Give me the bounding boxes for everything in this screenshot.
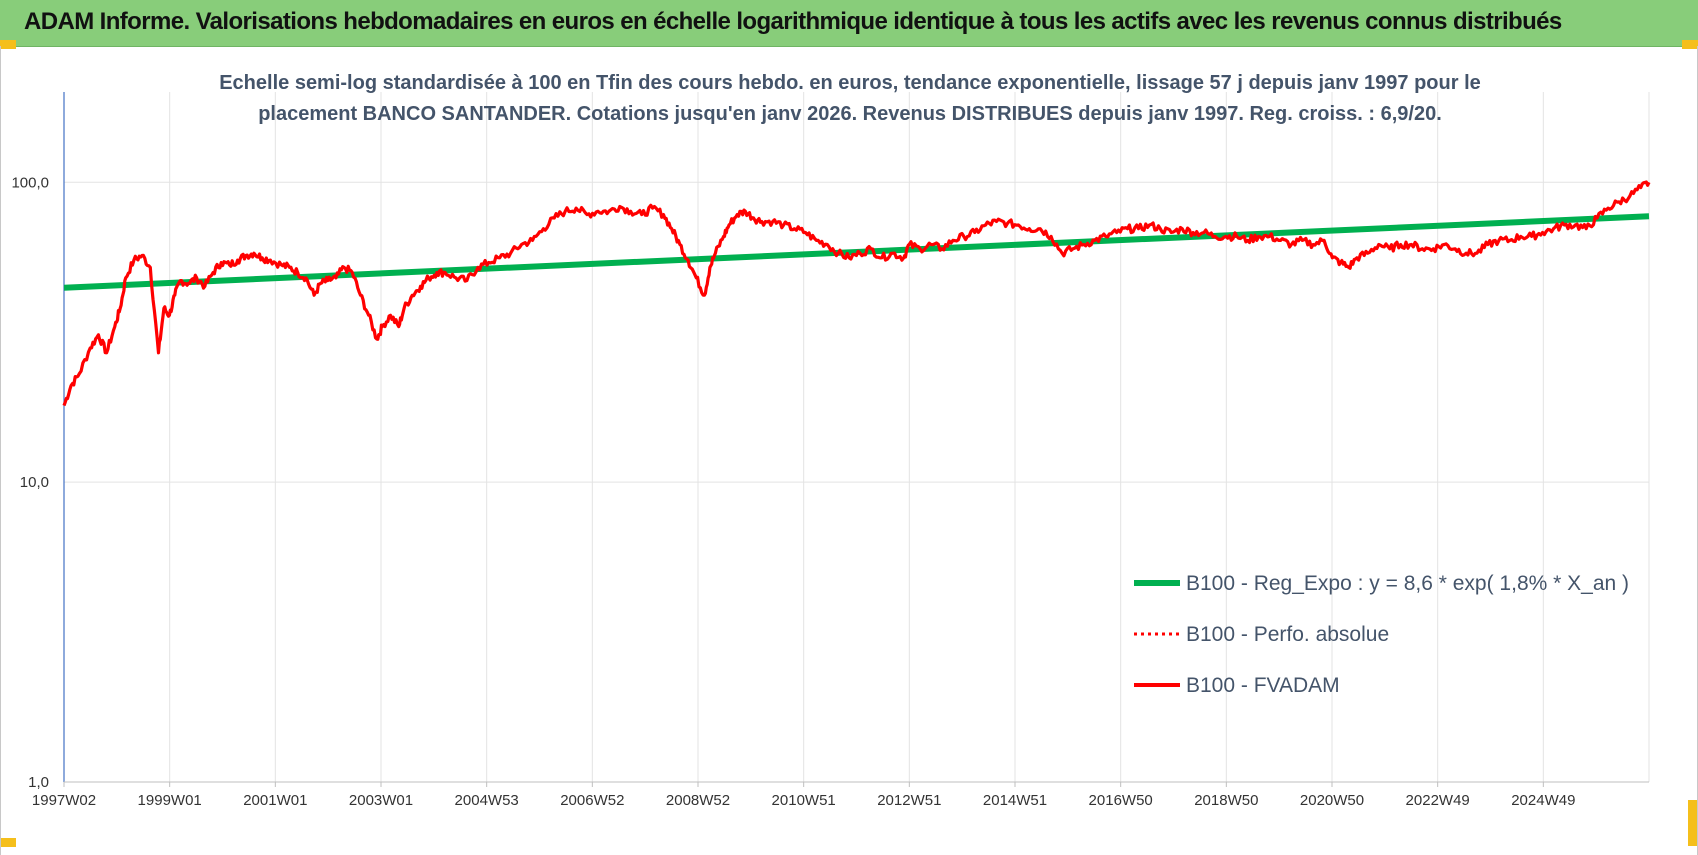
chart-area: Echelle semi-log standardisée à 100 en T… xyxy=(0,46,1698,855)
corner-mark-bottom-left xyxy=(0,838,16,847)
x-tick-label: 2001W01 xyxy=(243,792,307,809)
y-tick-label: 1,0 xyxy=(28,774,49,791)
chart-subtitle-line-2: placement BANCO SANTANDER. Cotations jus… xyxy=(258,103,1442,125)
x-tick-label: 2024W49 xyxy=(1511,792,1575,809)
page-title: ADAM Informe. Valorisations hebdomadaire… xyxy=(24,8,1562,35)
series-line-fvadam xyxy=(62,180,1651,407)
x-tick-label: 2003W01 xyxy=(349,792,413,809)
y-tick-labels: 1,0 10,0 100,0 xyxy=(11,174,49,791)
x-tick-label: 2016W50 xyxy=(1089,792,1153,809)
x-tick-label: 2006W52 xyxy=(560,792,624,809)
x-tick-label: 2008W52 xyxy=(666,792,730,809)
x-tick-label: 2004W53 xyxy=(455,792,519,809)
x-tick-labels: 1997W02 1999W01 2001W01 2003W01 2004W53 2006W… xyxy=(32,792,1576,809)
x-tick-label: 2020W50 xyxy=(1300,792,1364,809)
x-tick-label: 2012W51 xyxy=(877,792,941,809)
y-tick-label: 100,0 xyxy=(11,174,49,191)
x-tick-label: 2014W51 xyxy=(983,792,1047,809)
y-tick-label: 10,0 xyxy=(20,474,49,491)
chart-svg: Echelle semi-log standardisée à 100 en T… xyxy=(11,72,1651,809)
x-tick-label: 1997W02 xyxy=(32,792,96,809)
x-tick-label: 1999W01 xyxy=(138,792,202,809)
x-tick-label: 2010W51 xyxy=(772,792,836,809)
x-tick-label: 2018W50 xyxy=(1194,792,1258,809)
legend: B100 - Reg_Expo : y = 8,6 * exp( 1,8% * … xyxy=(1134,572,1629,697)
chart-subtitle-line-1: Echelle semi-log standardisée à 100 en T… xyxy=(219,72,1481,94)
corner-mark-bottom-right xyxy=(1688,800,1698,846)
series-lines xyxy=(62,180,1651,407)
corner-mark-top-right xyxy=(1682,40,1698,49)
gridlines xyxy=(64,92,1650,783)
title-banner: ADAM Informe. Valorisations hebdomadaire… xyxy=(0,0,1698,47)
x-tick-label: 2022W49 xyxy=(1406,792,1470,809)
axes xyxy=(63,92,1649,787)
legend-label: B100 - Perfo. absolue xyxy=(1186,623,1389,646)
legend-label: B100 - Reg_Expo : y = 8,6 * exp( 1,8% * … xyxy=(1186,572,1629,595)
legend-label: B100 - FVADAM xyxy=(1186,674,1340,697)
corner-mark-top-left xyxy=(0,40,16,49)
